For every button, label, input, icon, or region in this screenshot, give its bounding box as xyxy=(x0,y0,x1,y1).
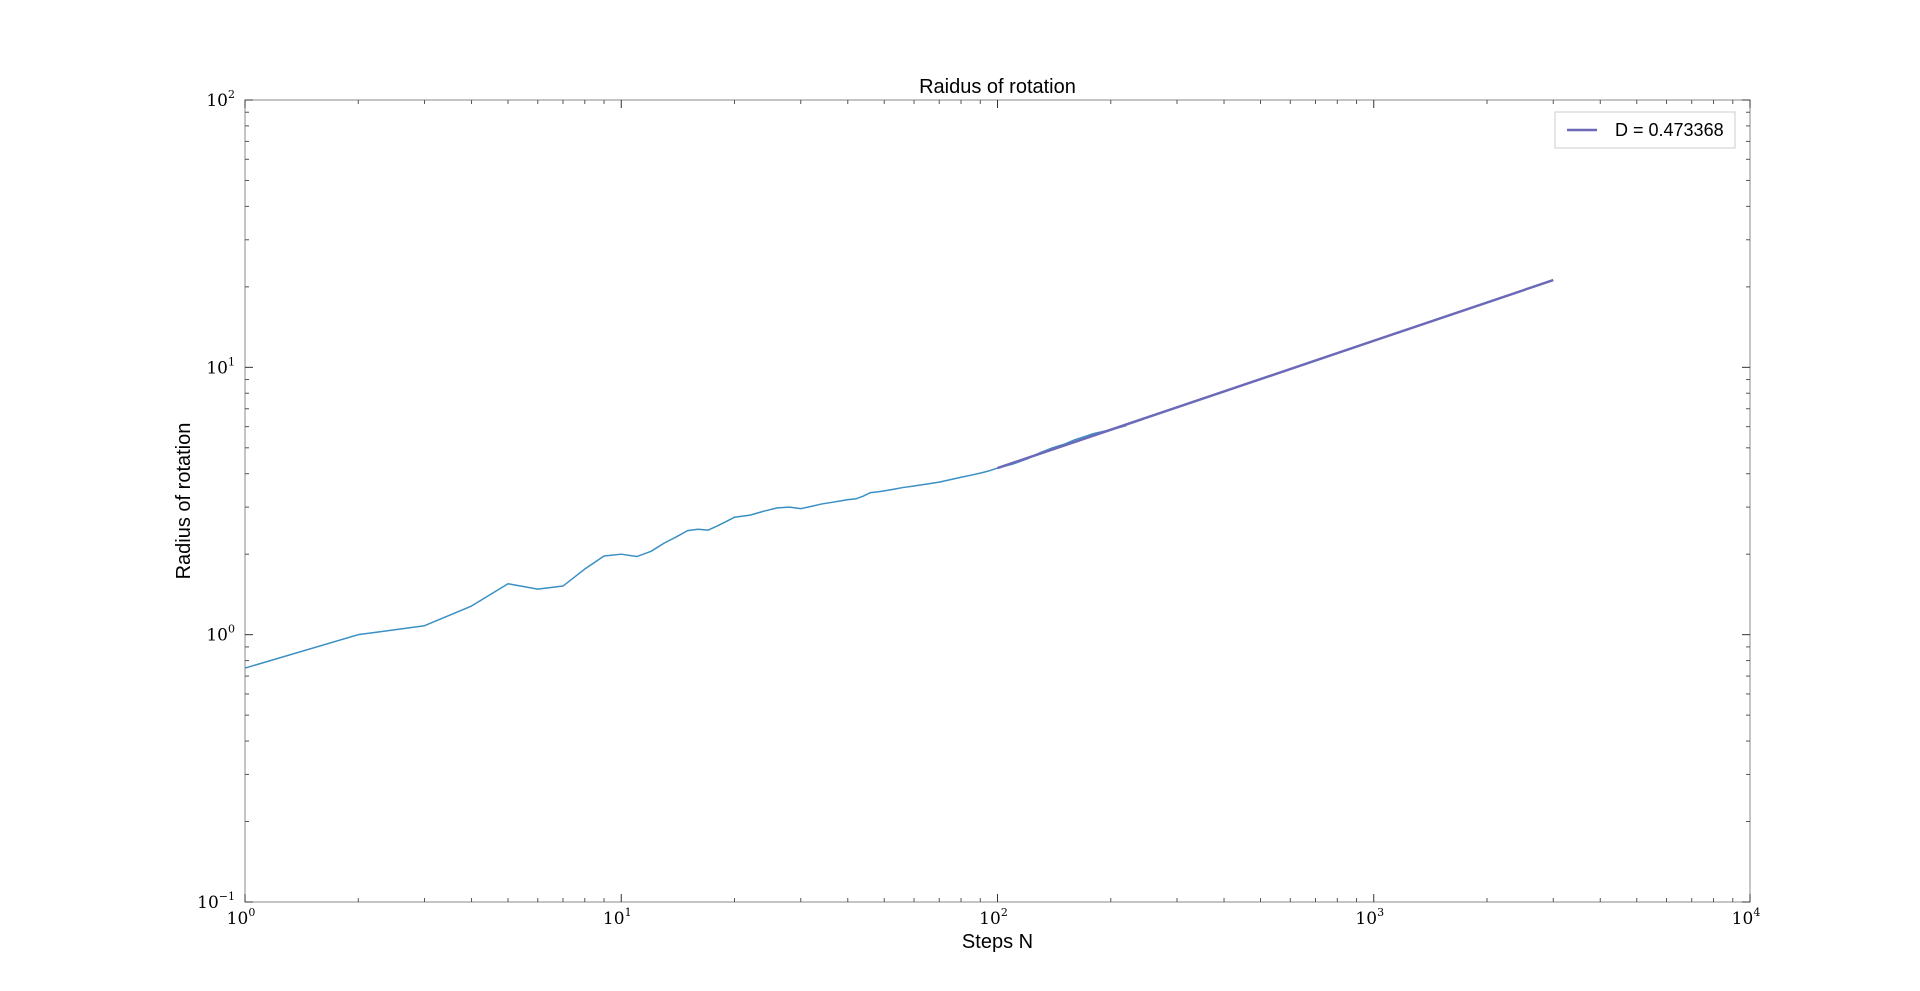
x-tick-exponent: 3 xyxy=(1377,906,1384,919)
legend: D = 0.473368 xyxy=(1554,111,1736,149)
x-tick-label: 104 xyxy=(1732,906,1761,929)
y-tick-label: 102 xyxy=(206,88,235,111)
x-tick-base: 10 xyxy=(1355,909,1377,929)
x-tick-label: 103 xyxy=(1355,906,1384,929)
chart-title: Raidus of rotation xyxy=(919,76,1076,98)
y-tick-base: 10 xyxy=(206,358,228,378)
y-tick-base: 10 xyxy=(197,893,219,913)
fit-line-series xyxy=(997,278,1554,470)
y-tick-exponent: 2 xyxy=(228,88,235,101)
legend-label: D = 0.473368 xyxy=(1615,120,1724,140)
x-tick-exponent: 0 xyxy=(248,906,255,919)
y-axis-label: Radius of rotation xyxy=(173,423,195,580)
x-tick-base: 10 xyxy=(1732,909,1754,929)
y-tick-label: 100 xyxy=(206,623,235,646)
x-tick-exponent: 2 xyxy=(1001,906,1008,919)
y-tick-label: 10−1 xyxy=(197,890,235,913)
x-tick-base: 10 xyxy=(603,909,625,929)
x-tick-exponent: 4 xyxy=(1753,906,1760,919)
x-axis-label: Steps N xyxy=(962,931,1033,953)
y-tick-label: 101 xyxy=(206,355,235,378)
y-tick-exponent: 0 xyxy=(228,623,235,636)
minor-ticks xyxy=(245,100,1750,902)
y-tick-base: 10 xyxy=(206,91,228,111)
plot-frame xyxy=(244,99,1751,903)
y-tick-exponent: −1 xyxy=(219,890,235,903)
x-axis-ticks: 100 101 102 103 104 xyxy=(227,100,1761,929)
x-tick-label: 100 xyxy=(227,906,256,929)
x-tick-label: 102 xyxy=(979,906,1008,929)
x-tick-exponent: 1 xyxy=(625,906,632,919)
radius-data-series xyxy=(244,424,1127,669)
y-tick-base: 10 xyxy=(206,626,228,646)
y-tick-exponent: 1 xyxy=(228,355,235,368)
x-tick-label: 101 xyxy=(603,906,632,929)
plot-area xyxy=(244,99,1751,903)
series-layer xyxy=(244,278,1554,669)
x-tick-base: 10 xyxy=(227,909,249,929)
x-tick-base: 10 xyxy=(979,909,1001,929)
